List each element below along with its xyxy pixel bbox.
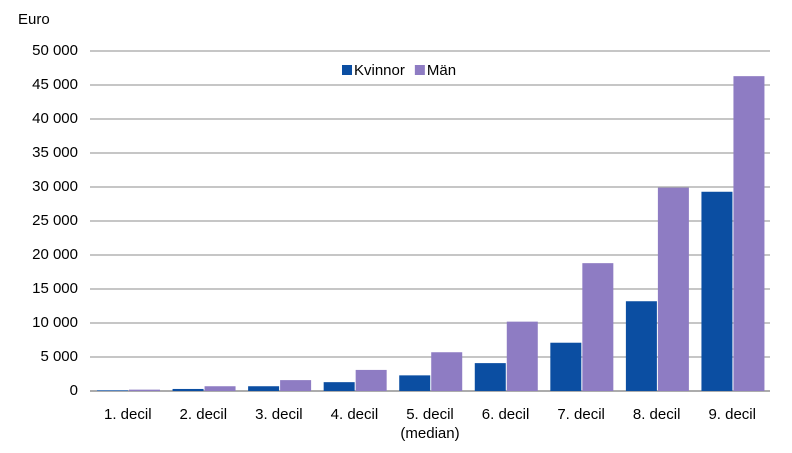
bar [733, 76, 765, 391]
x-tick-label: 7. decil [557, 406, 605, 423]
x-tick-label: 3. decil [255, 406, 303, 423]
bar [323, 382, 355, 391]
x-tick-label: 2. decil [179, 406, 228, 423]
x-tick-label: 1. decil [104, 406, 152, 423]
legend-swatch [414, 65, 425, 75]
y-tick-label: 20 000 [32, 246, 78, 263]
y-axis-label: Euro [18, 11, 50, 28]
x-tick-label: 4. decil [330, 406, 379, 423]
x-tick-label: 8. decil [632, 406, 681, 423]
y-tick-label: 10 000 [32, 314, 78, 331]
y-tick-label: 15 000 [32, 280, 78, 297]
bar [248, 386, 280, 391]
bar [172, 388, 204, 391]
y-tick-label: 5 000 [40, 348, 78, 365]
bar [280, 380, 312, 391]
bar [355, 369, 387, 391]
bar [129, 389, 160, 391]
bar [97, 390, 128, 391]
bar [625, 301, 657, 391]
x-tick-label: 6. decil [481, 406, 530, 423]
legend-swatch [342, 65, 352, 75]
y-tick-label: 0 [70, 382, 78, 399]
bar [582, 263, 614, 391]
y-tick-label: 45 000 [32, 76, 78, 93]
x-tick-label: 5. decil (median) [400, 406, 460, 442]
y-tick-label: 25 000 [32, 212, 78, 229]
bar [550, 342, 582, 391]
legend-label: Kvinnor [354, 62, 405, 79]
x-tick-label: 9. decil [708, 406, 756, 423]
y-tick-label: 50 000 [32, 42, 78, 59]
bar [204, 386, 236, 391]
bar [399, 375, 431, 391]
bar [657, 187, 689, 391]
legend-label: Män [427, 62, 456, 79]
bar [701, 191, 733, 391]
y-tick-label: 30 000 [32, 178, 78, 195]
bar [474, 363, 506, 391]
y-tick-label: 35 000 [32, 144, 78, 161]
y-tick-label: 40 000 [32, 110, 78, 127]
bar [506, 321, 538, 391]
bar [431, 352, 463, 391]
